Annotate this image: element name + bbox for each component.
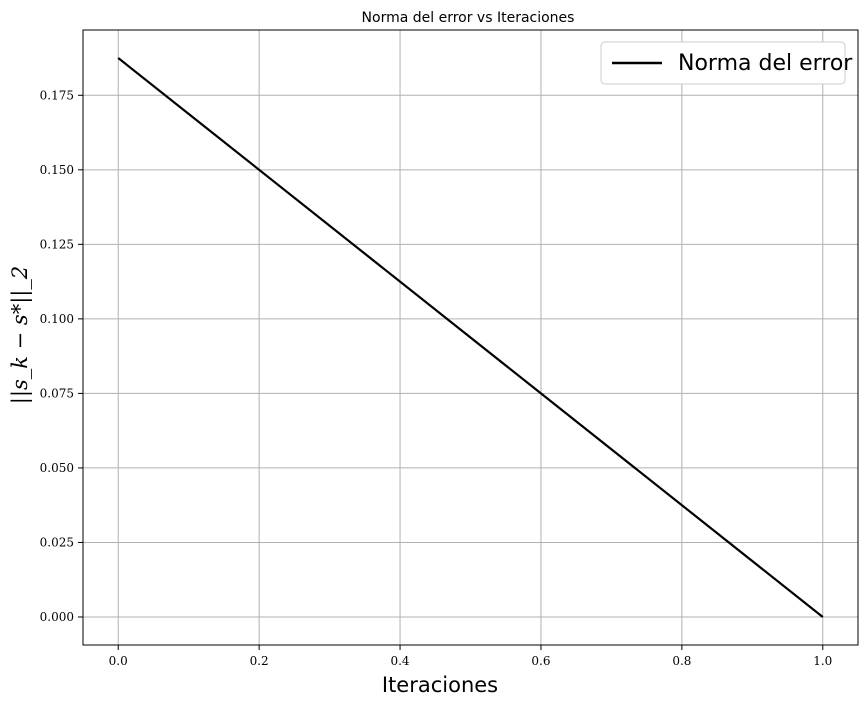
x-tick-label: 1.0 [813,654,832,668]
legend: Norma del error [600,41,853,85]
x-axis-ticks: 0.0 0.2 0.4 0.6 0.8 1.0 [109,645,832,668]
grid [83,30,858,645]
y-tick-label: 0.100 [40,312,74,326]
x-tick-label: 0.0 [109,654,128,668]
y-tick-label: 0.175 [40,88,74,102]
x-tick-label: 0.4 [390,654,409,668]
chart-title: Norma del error vs Iteraciones [362,10,575,26]
series-line [117,57,824,618]
y-tick-label: 0.050 [40,461,74,475]
plot-frame [82,29,859,646]
x-tick-label: 0.8 [672,654,691,668]
x-axis-label: Iteraciones [382,673,498,697]
x-tick-label: 0.2 [250,654,269,668]
legend-label: Norma del error [678,51,853,76]
x-tick-label: 0.6 [531,654,550,668]
y-axis-label: ||s_k − s*||_2 [8,266,33,404]
y-tick-label: 0.125 [40,237,74,251]
legend-box [600,41,846,85]
y-tick-label: 0.075 [40,386,74,400]
y-tick-label: 0.000 [40,610,74,624]
y-tick-label: 0.025 [40,535,74,549]
y-tick-label: 0.150 [40,163,74,177]
y-axis-ticks: 0.000 0.025 0.050 0.075 0.100 0.125 0.150 0.175 [40,88,83,624]
series-layer [117,57,824,618]
